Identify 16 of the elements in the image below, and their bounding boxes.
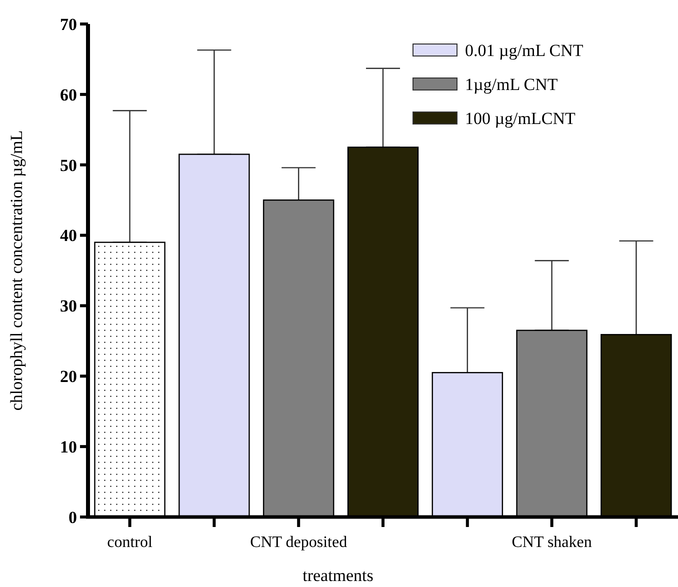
legend-label: 1µg/mL CNT bbox=[465, 74, 558, 94]
y-axis-title: chlorophyll content concentration µg/mL bbox=[7, 130, 26, 411]
y-tick-label: 60 bbox=[60, 85, 77, 104]
legend-label: 100 µg/mLCNT bbox=[465, 108, 576, 128]
y-tick-label: 20 bbox=[60, 367, 77, 386]
x-tick-label: control bbox=[107, 534, 153, 551]
x-tick-label: CNT deposited bbox=[250, 534, 348, 551]
y-tick-label: 30 bbox=[60, 296, 77, 316]
y-tick-label: 0 bbox=[68, 508, 77, 527]
y-tick-label: 40 bbox=[60, 226, 77, 246]
y-tick-label: 50 bbox=[60, 156, 77, 175]
y-tick-label: 70 bbox=[60, 14, 77, 34]
x-axis-title: treatments bbox=[302, 566, 374, 585]
y-tick-label: 10 bbox=[60, 438, 77, 457]
legend-label: 0.01 µg/mL CNT bbox=[465, 40, 584, 60]
x-tick-label: CNT shaken bbox=[512, 534, 592, 551]
